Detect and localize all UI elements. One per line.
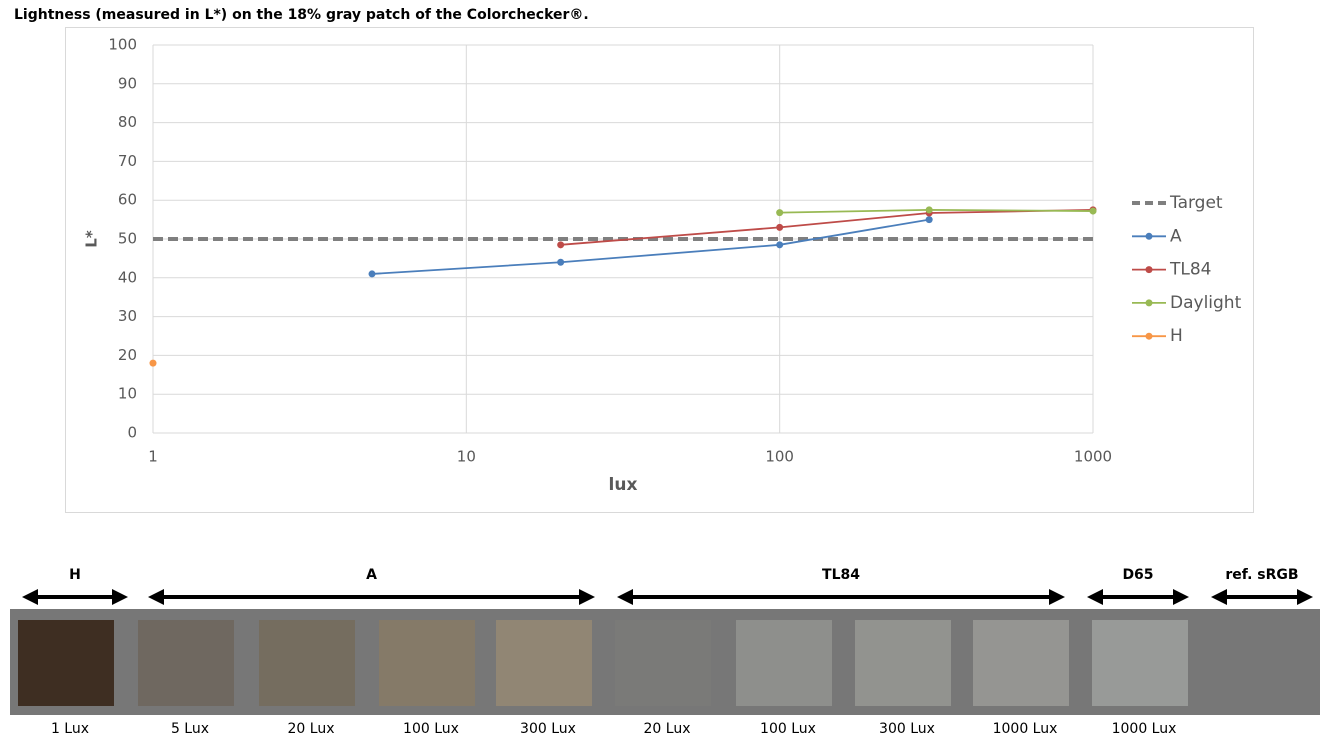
series-line	[560, 209, 1094, 246]
swatch-label: 20 Lux	[288, 721, 335, 737]
group-label: H	[69, 567, 81, 583]
arrow-head	[112, 589, 128, 605]
y-tick-label: 40	[118, 268, 137, 286]
swatch-label: 1000 Lux	[1112, 721, 1177, 737]
y-tick-label: 90	[118, 74, 137, 92]
group-label: A	[366, 567, 377, 583]
legend-marker	[1145, 266, 1153, 274]
arrow-head	[1049, 589, 1065, 605]
arrow-head	[22, 589, 38, 605]
group-label: D65	[1122, 567, 1153, 583]
data-point	[776, 223, 784, 231]
legend-marker	[1145, 232, 1153, 240]
swatch-label: 1 Lux	[51, 721, 89, 737]
data-point	[1089, 207, 1097, 215]
swatch-label: 20 Lux	[644, 721, 691, 737]
x-axis-title: lux	[609, 475, 638, 495]
swatch	[973, 620, 1069, 706]
legend-label: Target	[1169, 193, 1223, 213]
y-axis-title: L*	[83, 230, 101, 248]
swatch	[615, 620, 711, 706]
data-point	[368, 270, 376, 278]
arrow-head	[1087, 589, 1103, 605]
legend-label: Daylight	[1170, 293, 1242, 313]
swatch	[18, 620, 114, 706]
data-point	[557, 258, 565, 266]
swatch	[379, 620, 475, 706]
x-tick-label: 1000	[1074, 448, 1112, 466]
chart-title: Lightness (measured in L*) on the 18% gr…	[14, 7, 589, 23]
legend-label: TL84	[1169, 260, 1212, 280]
chart-frame	[65, 27, 1254, 513]
x-tick-label: 100	[765, 448, 794, 466]
swatch	[736, 620, 832, 706]
swatch	[1092, 620, 1188, 706]
arrow-head	[617, 589, 633, 605]
series-line	[371, 218, 930, 275]
y-tick-label: 10	[118, 385, 137, 403]
swatch-label: 100 Lux	[403, 721, 459, 737]
legend-marker	[1145, 332, 1153, 340]
y-tick-label: 60	[118, 191, 137, 209]
swatch-label: 1000 Lux	[993, 721, 1058, 737]
swatch	[138, 620, 234, 706]
group-label: TL84	[822, 567, 860, 583]
arrow-head	[1211, 589, 1227, 605]
swatch-label: 100 Lux	[760, 721, 816, 737]
y-tick-label: 70	[118, 152, 137, 170]
arrow-head	[579, 589, 595, 605]
x-tick-label: 1	[148, 448, 158, 466]
swatch	[855, 620, 951, 706]
swatch	[259, 620, 355, 706]
swatch-label: 300 Lux	[520, 721, 576, 737]
arrow-head	[148, 589, 164, 605]
data-point	[925, 206, 933, 214]
y-tick-label: 80	[118, 113, 137, 131]
y-tick-label: 100	[108, 36, 137, 54]
y-tick-label: 30	[118, 307, 137, 325]
data-point	[149, 359, 157, 367]
y-tick-label: 20	[118, 346, 137, 364]
swatch-label: 5 Lux	[171, 721, 209, 737]
legend-label: H	[1170, 326, 1183, 346]
data-point	[776, 241, 784, 249]
arrow-head	[1297, 589, 1313, 605]
x-tick-label: 10	[457, 448, 476, 466]
data-point	[925, 216, 933, 224]
data-point	[557, 241, 565, 249]
y-tick-label: 0	[127, 424, 137, 442]
swatch-label: 300 Lux	[879, 721, 935, 737]
y-tick-label: 50	[118, 230, 137, 248]
data-point	[776, 209, 784, 217]
group-label: ref. sRGB	[1225, 567, 1298, 583]
swatch	[496, 620, 592, 706]
legend-marker	[1145, 299, 1153, 307]
legend-label: A	[1170, 226, 1182, 246]
arrow-head	[1173, 589, 1189, 605]
